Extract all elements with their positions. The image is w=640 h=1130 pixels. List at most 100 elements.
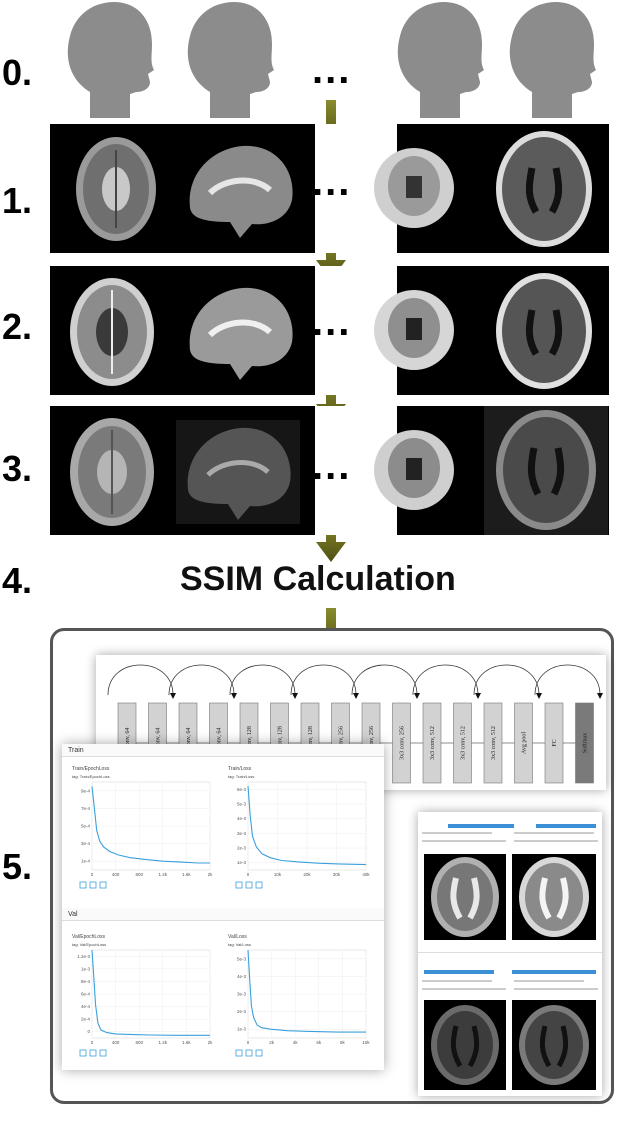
layer-label: 3x3 conv, 64 — [186, 728, 192, 759]
ssim-calculation-label: SSIM Calculation — [180, 560, 456, 598]
gallery-bar — [424, 970, 494, 974]
step-0-label: 0. — [2, 52, 33, 93]
skip-arrowhead-icon — [170, 693, 176, 699]
skip-connection-arc — [412, 664, 479, 696]
x-tick-label: 1.2k — [159, 1040, 168, 1045]
layer-label: 3x3 conv, 512 — [491, 726, 497, 760]
layer-label: 3x3 conv, 256 — [400, 726, 406, 760]
coronal-brain-image — [374, 290, 454, 370]
x-tick-label: 2k — [208, 872, 214, 877]
axial-t1-brain-image — [496, 131, 592, 247]
y-tick-label: 7e-4 — [81, 806, 91, 811]
chart-toolbar-icon — [99, 1049, 107, 1057]
skip-arrowhead-icon — [353, 693, 359, 699]
train-section-header: Train — [62, 744, 384, 757]
step-3-label: 3. — [2, 448, 33, 489]
y-tick-label: 3e-3 — [237, 992, 247, 997]
axial-brain-image — [70, 278, 154, 386]
chart-toolbar-icon — [89, 1049, 97, 1057]
val-section-header: Val — [62, 908, 384, 921]
y-tick-label: 6e-4 — [81, 992, 91, 997]
skip-connection-arc — [534, 664, 601, 696]
skip-arrowhead-icon — [536, 693, 542, 699]
skip-arrowhead-icon — [475, 693, 481, 699]
tensorboard-panel: Train Val Train/EpochLoss tag: Train/Epo… — [62, 744, 384, 1070]
x-tick-label: 30k — [333, 872, 341, 877]
mri-strip-3 — [50, 406, 609, 535]
chart-tag: tag: Train/EpochLoss — [72, 774, 110, 779]
axial-t1-brain-image — [484, 406, 608, 535]
y-tick-label: 2e-4 — [81, 1017, 91, 1022]
y-tick-label: 1e-4 — [81, 859, 91, 864]
head-silhouette-icon — [187, 2, 274, 118]
y-tick-label: 6e-3 — [237, 787, 247, 792]
chart-tag: tag: Train/Loss — [228, 774, 255, 779]
chart-title: Train/EpochLoss — [72, 766, 110, 772]
y-tick-label: 4e-3 — [237, 974, 247, 979]
axial-t1-brain-image — [496, 273, 592, 389]
x-tick-label: 1.2k — [159, 872, 168, 877]
chart-title: Train/Loss — [228, 766, 252, 772]
loss-series-line — [247, 949, 366, 1033]
layer-label: 3x3 conv, 64 — [217, 728, 223, 759]
ellipsis-row-0: ... — [312, 48, 352, 92]
y-tick-label: 5e-3 — [237, 802, 247, 807]
layer-label: 3x3 conv, 128 — [308, 726, 314, 760]
y-tick-label: 4e-3 — [237, 816, 247, 821]
sagittal-brain-image — [176, 420, 300, 524]
x-tick-label: 800 — [135, 1040, 143, 1045]
chart-toolbar-icon — [235, 1049, 243, 1057]
step-2-label: 2. — [2, 306, 33, 347]
layer-label: 3x3 conv, 256 — [369, 726, 375, 760]
loss-series-line — [247, 786, 367, 866]
chart-toolbar-icon — [235, 881, 243, 889]
layer-label: 3x3 conv, 64 — [125, 728, 131, 759]
axial-brain-image — [70, 418, 154, 526]
skip-connection-arc — [351, 664, 418, 696]
mri-strip-1 — [50, 124, 609, 253]
layer-block — [575, 702, 594, 784]
gallery-bar — [536, 824, 596, 828]
y-tick-label: 9e-4 — [81, 788, 91, 793]
layer-label: 3x3 conv, 512 — [430, 726, 436, 760]
skip-connection-arc — [290, 664, 357, 696]
x-tick-label: 4k — [293, 1040, 299, 1045]
layer-label: 3x3 conv, 256 — [339, 726, 345, 760]
skip-arrowhead-icon — [292, 693, 298, 699]
skip-arrowhead-icon — [231, 693, 237, 699]
x-tick-label: 10k — [274, 872, 282, 877]
head-silhouette-icon — [397, 2, 484, 118]
chart-toolbar-icon — [79, 1049, 87, 1057]
chart-toolbar-icon — [245, 881, 253, 889]
x-tick-label: 40k — [362, 872, 370, 877]
head-silhouette-icon — [67, 2, 154, 118]
layer-label: Softmax — [582, 733, 589, 753]
chart-toolbar-icon — [255, 881, 263, 889]
y-tick-label: 4e-4 — [81, 1004, 91, 1009]
ellipsis-row-2: ... — [312, 300, 352, 344]
x-tick-label: 20k — [303, 872, 311, 877]
x-tick-label: 8k — [340, 1040, 346, 1045]
y-tick-label: 1e-3 — [237, 860, 247, 865]
chart-title: Val/EpochLoss — [72, 934, 105, 940]
layer-label: 3x3 conv, 128 — [278, 726, 284, 760]
x-tick-label: 800 — [135, 872, 143, 877]
y-tick-label: 5e-3 — [237, 956, 247, 961]
step-4-label: 4. — [2, 560, 33, 601]
y-tick-label: 1e-3 — [81, 966, 91, 971]
head-silhouette-icon — [509, 2, 596, 118]
mri-strip-2 — [50, 266, 609, 395]
y-tick-label: 3e-4 — [81, 841, 91, 846]
x-tick-label: 0 — [91, 872, 94, 877]
ellipsis-row-1: ... — [312, 160, 352, 204]
layer-label: 3x3 conv, 128 — [247, 726, 253, 760]
loss-series-line — [91, 949, 210, 1036]
down-arrow-icon — [316, 518, 346, 562]
chart-toolbar-icon — [255, 1049, 263, 1057]
coronal-brain-image — [374, 148, 454, 228]
layer-label: 3x3 conv, 64 — [156, 728, 162, 759]
skip-connection-arc — [473, 664, 540, 696]
loss-series-line — [91, 786, 210, 864]
layer-label: 3x3 conv, 512 — [461, 726, 467, 760]
x-tick-label: 0 — [247, 1040, 250, 1045]
